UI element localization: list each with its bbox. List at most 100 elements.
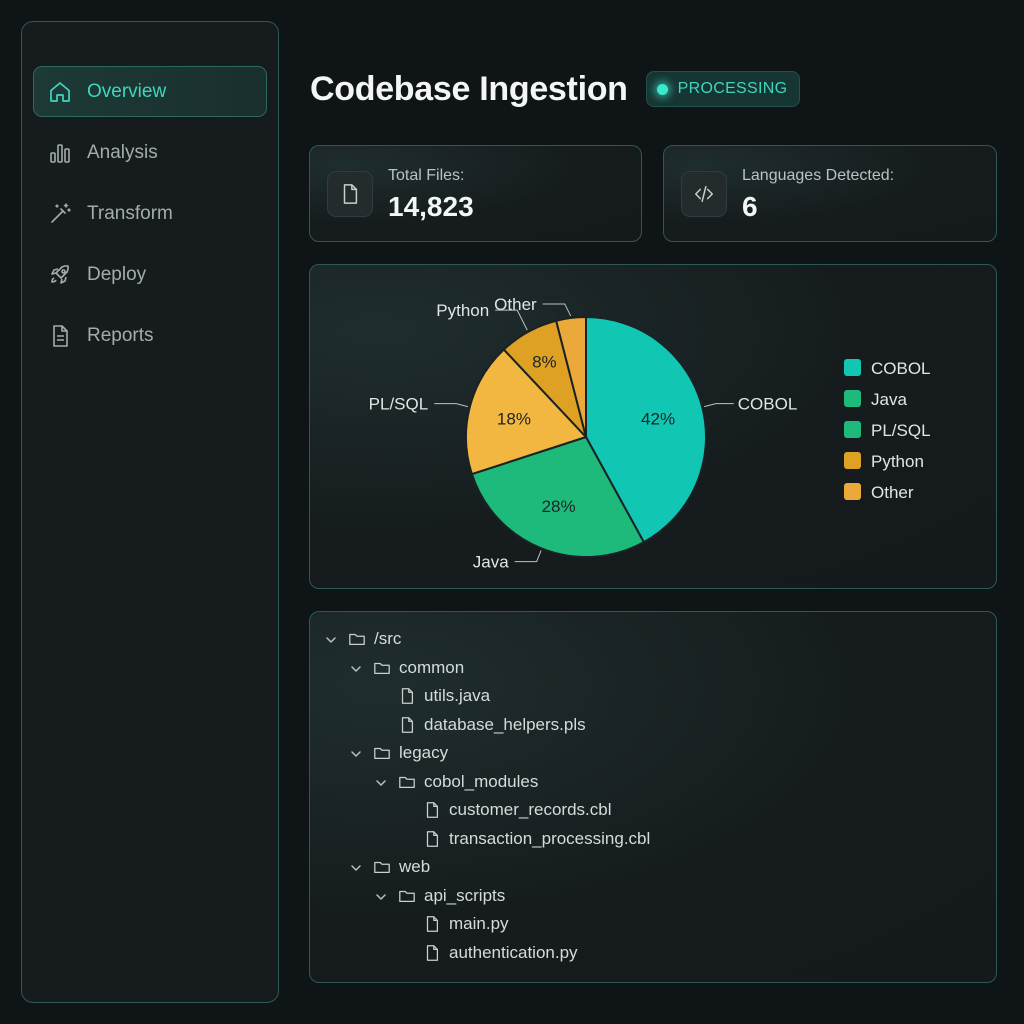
- tree-folder-row[interactable]: web: [310, 853, 996, 882]
- tree-item-label: legacy: [399, 743, 449, 763]
- sidebar-item-deploy[interactable]: Deploy: [33, 249, 267, 300]
- stat-label: Languages Detected:: [742, 167, 895, 184]
- sidebar-item-label: Transform: [87, 202, 173, 224]
- folder-icon: [373, 858, 391, 876]
- sidebar: Overview Analysis Transform Deploy Repor…: [21, 21, 279, 1003]
- sidebar-item-label: Deploy: [87, 263, 147, 285]
- slice-percent-label: 28%: [542, 497, 576, 516]
- tree-file-row[interactable]: database_helpers.pls: [310, 711, 996, 740]
- tree-item-label: database_helpers.pls: [424, 714, 586, 734]
- languages-detected-card: Languages Detected: 6: [663, 145, 997, 242]
- tree-file-row[interactable]: authentication.py: [310, 939, 996, 968]
- pie-slice-pl-sql[interactable]: [465, 348, 588, 476]
- tree-file-row[interactable]: transaction_processing.cbl: [310, 825, 996, 854]
- callout-line: [434, 403, 468, 408]
- page-title: Codebase Ingestion: [310, 69, 628, 108]
- chevron-down-icon[interactable]: [374, 889, 388, 903]
- tree-folder-row[interactable]: common: [310, 654, 996, 683]
- file-icon: [423, 830, 441, 848]
- tree-folder-row[interactable]: /src: [310, 625, 996, 654]
- tree-file-row[interactable]: customer_records.cbl: [310, 796, 996, 825]
- legend-swatch: [844, 483, 861, 500]
- legend-label-other: Other: [871, 483, 914, 502]
- tree-file-row[interactable]: utils.java: [310, 682, 996, 711]
- folder-icon: [348, 630, 366, 648]
- tree-item-label: transaction_processing.cbl: [449, 828, 651, 848]
- sidebar-item-label: Reports: [87, 324, 154, 346]
- tree-folder-row[interactable]: cobol_modules: [310, 768, 996, 797]
- legend-swatch: [844, 421, 861, 438]
- folder-icon: [398, 773, 416, 791]
- legend-swatch: [844, 359, 861, 376]
- tree-item-label: /src: [374, 629, 402, 649]
- slice-callout-label: Other: [494, 295, 537, 314]
- legend-label-cobol: COBOL: [871, 359, 931, 378]
- folder-icon: [398, 887, 416, 905]
- slice-callout-label: Python: [436, 301, 489, 320]
- pie-slice-cobol[interactable]: [585, 315, 707, 544]
- tree-item-label: authentication.py: [449, 942, 578, 962]
- status-label: PROCESSING: [677, 80, 788, 97]
- magic-wand-icon: [47, 201, 73, 227]
- legend-swatch: [844, 452, 861, 469]
- sidebar-item-transform[interactable]: Transform: [33, 188, 267, 239]
- status-badge: PROCESSING: [645, 71, 801, 107]
- sidebar-item-overview[interactable]: Overview: [33, 66, 267, 117]
- file-icon: [398, 687, 416, 705]
- chevron-down-icon[interactable]: [374, 775, 388, 789]
- stat-label: Total Files:: [388, 167, 465, 184]
- file-tree: /src common utils.java database_helpers.pls…: [309, 611, 997, 983]
- slice-callout-label: Java: [473, 553, 509, 572]
- folder-icon: [373, 744, 391, 762]
- sidebar-item-reports[interactable]: Reports: [33, 310, 267, 361]
- tree-item-label: common: [399, 657, 465, 677]
- status-indicator-icon: [656, 83, 668, 95]
- slice-callout-label: PL/SQL: [369, 395, 429, 414]
- bar-chart-icon: [47, 140, 73, 166]
- tree-item-label: utils.java: [424, 686, 491, 706]
- sidebar-item-label: Overview: [87, 80, 167, 102]
- chevron-down-icon[interactable]: [324, 632, 338, 646]
- callout-line: [542, 303, 572, 317]
- pie-slice-other[interactable]: [554, 315, 587, 438]
- slice-percent-label: 18%: [497, 409, 531, 428]
- chevron-down-icon[interactable]: [349, 746, 363, 760]
- rocket-icon: [47, 262, 73, 288]
- chevron-down-icon[interactable]: [349, 860, 363, 874]
- stat-value: 14,823: [388, 191, 474, 222]
- tree-item-label: cobol_modules: [424, 771, 539, 791]
- tree-folder-row[interactable]: legacy: [310, 739, 996, 768]
- code-icon: [681, 171, 727, 217]
- legend-label-pl-sql: PL/SQL: [871, 421, 931, 440]
- sidebar-item-analysis[interactable]: Analysis: [33, 127, 267, 178]
- legend-swatch: [844, 390, 861, 407]
- slice-percent-label: 8%: [532, 352, 557, 371]
- callout-line: [495, 309, 528, 331]
- file-icon: [423, 944, 441, 962]
- home-icon: [47, 79, 73, 105]
- pie-slice-java[interactable]: [470, 435, 646, 558]
- document-icon: [47, 323, 73, 349]
- file-tree-rows: /src common utils.java database_helpers.pls…: [310, 625, 996, 967]
- language-distribution-chart-card: 42% COBOL 28% Java 18% PL/SQL 8% Python Other COB…: [309, 264, 997, 589]
- tree-file-row[interactable]: main.py: [310, 910, 996, 939]
- folder-icon: [373, 659, 391, 677]
- slice-percent-label: 42%: [641, 409, 675, 428]
- file-icon: [423, 915, 441, 933]
- stat-value: 6: [742, 191, 758, 222]
- file-icon: [398, 716, 416, 734]
- chevron-down-icon[interactable]: [349, 661, 363, 675]
- legend-label-python: Python: [871, 452, 924, 471]
- page-header: Codebase Ingestion PROCESSING: [310, 66, 801, 112]
- tree-item-label: web: [399, 857, 431, 877]
- legend-label-java: Java: [871, 390, 907, 409]
- callout-line: [704, 403, 734, 408]
- file-icon: [423, 801, 441, 819]
- tree-item-label: api_scripts: [424, 885, 506, 905]
- pie-chart: 42% COBOL 28% Java 18% PL/SQL 8% Python Other COB…: [369, 295, 931, 572]
- total-files-card: Total Files: 14,823: [309, 145, 642, 242]
- tree-folder-row[interactable]: api_scripts: [310, 882, 996, 911]
- file-icon: [327, 171, 373, 217]
- tree-item-label: main.py: [449, 914, 509, 934]
- slice-callout-label: COBOL: [738, 395, 798, 414]
